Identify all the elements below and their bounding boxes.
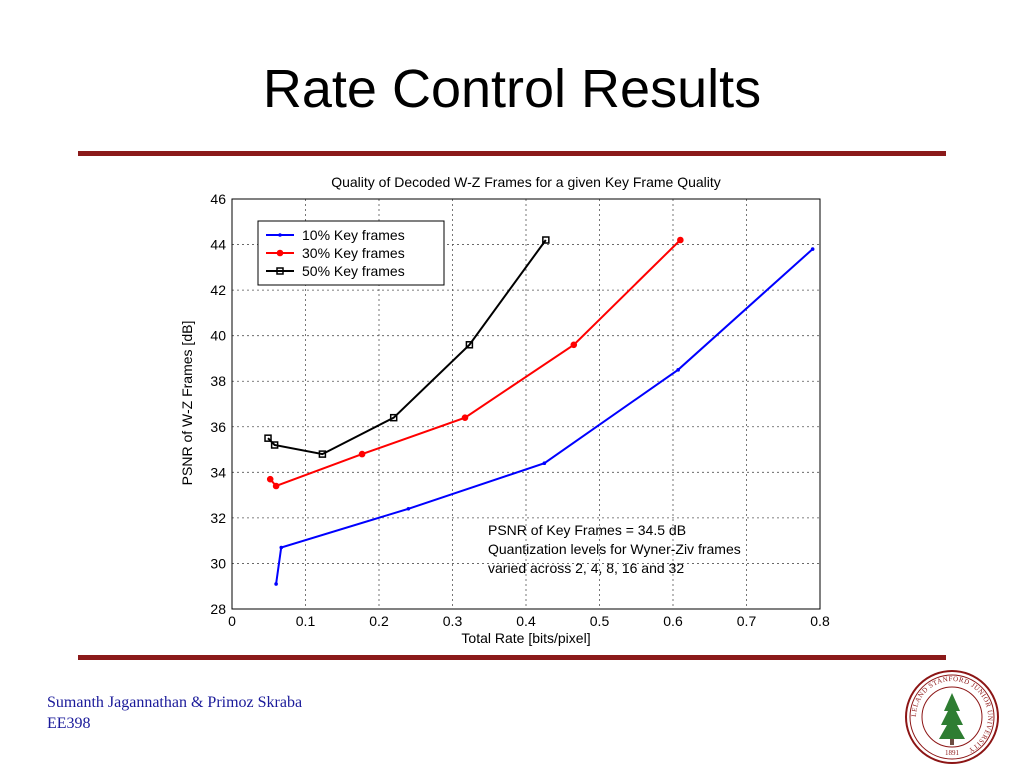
data-point: [570, 341, 578, 349]
y-tick-label: 30: [210, 555, 226, 571]
data-point: [276, 267, 284, 275]
legend-item: 10% Key frames: [266, 227, 405, 243]
data-point: [461, 414, 469, 421]
bottom-divider: [78, 655, 946, 660]
x-tick-label: 0.6: [663, 613, 683, 629]
series-10-key-frames: [274, 247, 815, 586]
legend-item: 30% Key frames: [266, 245, 405, 261]
data-point: [542, 236, 550, 244]
data-point: [266, 475, 274, 483]
footer: Sumanth Jagannathan & Primoz Skraba EE39…: [47, 692, 302, 734]
plot-frame: [231, 198, 821, 610]
annotation-line: varied across 2, 4, 8, 16 and 32: [488, 560, 684, 576]
x-axis-label: Total Rate [bits/pixel]: [461, 630, 590, 646]
y-axis-label: PSNR of W-Z Frames [dB]: [179, 321, 195, 486]
y-tick-label: 28: [210, 601, 226, 617]
data-point: [278, 233, 282, 237]
data-point: [542, 461, 547, 466]
footer-course: EE398: [47, 715, 91, 732]
x-tick-label: 0.1: [296, 613, 316, 629]
legend-item: 50% Key frames: [266, 263, 405, 279]
data-point: [270, 441, 279, 449]
x-tick-label: 0: [228, 613, 236, 629]
series-line: [275, 248, 814, 585]
data-point: [358, 450, 366, 458]
data-point: [676, 368, 680, 372]
footer-authors: Sumanth Jagannathan & Primoz Skraba: [47, 694, 303, 711]
data-point: [389, 413, 398, 422]
x-tick-label: 0.4: [516, 613, 536, 629]
x-tick-label: 0.7: [737, 613, 757, 629]
stanford-university-seal-icon: LELAND STANFORD JUNIOR UNIVERSITY 1891: [904, 669, 1000, 765]
chart-title: Quality of Decoded W-Z Frames for a give…: [331, 174, 721, 190]
svg-text:1891: 1891: [945, 749, 960, 757]
data-point: [274, 582, 278, 586]
grid-lines: [232, 199, 820, 609]
x-tick-label: 0.2: [369, 613, 389, 629]
y-tick-label: 36: [210, 419, 226, 435]
data-point: [318, 450, 327, 458]
x-tick-label: 0.8: [810, 613, 830, 629]
y-tick-label: 32: [210, 510, 226, 526]
y-tick-label: 38: [210, 373, 226, 389]
chart-svg: Quality of Decoded W-Z Frames for a give…: [168, 163, 834, 655]
x-tick-label: 0.5: [590, 613, 610, 629]
series-line: [267, 239, 547, 456]
top-divider: [78, 151, 946, 156]
data-point: [264, 434, 272, 442]
chart: Quality of Decoded W-Z Frames for a give…: [168, 163, 834, 655]
series-30-key-frames: [266, 236, 684, 490]
data-point: [272, 482, 280, 490]
annotation-line: Quantization levels for Wyner-Ziv frames: [488, 541, 741, 557]
data-point: [406, 506, 411, 511]
legend-label: 30% Key frames: [302, 245, 405, 261]
data-point: [276, 249, 284, 257]
y-tick-label: 42: [210, 282, 226, 298]
data-point: [279, 545, 284, 550]
y-tick-label: 46: [210, 191, 226, 207]
legend-label: 10% Key frames: [302, 227, 405, 243]
annotation-box: PSNR of Key Frames = 34.5 dB Quantization…: [488, 522, 741, 576]
annotation-line: PSNR of Key Frames = 34.5 dB: [488, 522, 686, 538]
data-point: [465, 341, 474, 349]
data-point: [677, 236, 684, 244]
y-tick-label: 40: [210, 328, 226, 344]
tick-labels: 0 0.1 0.2 0.3 0.4 0.5 0.6 0.7 0.8 28 30 32 34 36 38 40 4…: [210, 191, 830, 629]
y-tick-label: 44: [210, 237, 226, 253]
series-group: [264, 236, 815, 586]
legend-label: 50% Key frames: [302, 263, 405, 279]
legend: 10% Key frames 30% Key frames 50% Key fram…: [257, 220, 445, 286]
series-50-key-frames: [264, 236, 550, 458]
data-point: [810, 247, 815, 251]
x-tick-label: 0.3: [443, 613, 463, 629]
y-tick-label: 34: [210, 464, 226, 480]
slide-title: Rate Control Results: [262, 59, 762, 119]
